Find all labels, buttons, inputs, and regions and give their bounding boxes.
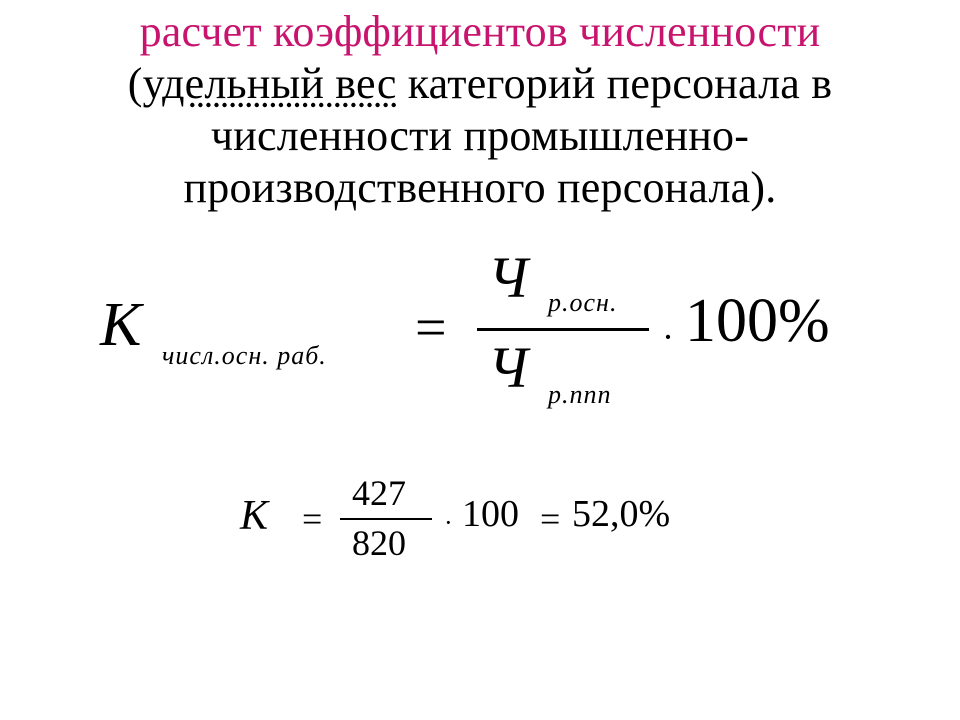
coef-symbol: К xyxy=(100,290,141,361)
equals-sign-2a: = xyxy=(302,498,322,540)
result-value: 52,0% xyxy=(572,492,670,536)
title-block: расчет коэффициентов численности (удельн… xyxy=(0,6,960,214)
equals-sign: = xyxy=(415,296,447,360)
denominator-symbol: Ч xyxy=(488,334,528,401)
coef-symbol-2: К xyxy=(240,492,268,540)
multiply-dot: · xyxy=(662,316,674,358)
numerator-value: 427 xyxy=(352,472,406,514)
numerator-symbol: Ч xyxy=(488,244,528,311)
multiply-dot-2: · xyxy=(444,508,453,538)
hundred-percent: 100% xyxy=(685,286,830,357)
title-line1: расчет коэффициентов численности xyxy=(140,7,821,56)
fraction-bar-2 xyxy=(340,518,432,520)
title-line2-pre: ( xyxy=(128,59,143,108)
title-line4: производственного персонала). xyxy=(184,163,777,212)
coef-subscript: числ.осн. раб. xyxy=(162,341,327,371)
denominator-value: 820 xyxy=(352,522,406,564)
numerator-subscript: р.осн. xyxy=(548,288,617,318)
slide: расчет коэффициентов численности (удельн… xyxy=(0,0,960,720)
title-line2-post: категорий персонала в xyxy=(397,59,833,108)
formula-calc: К = 427 820 · 100 = 52,0% xyxy=(240,470,720,570)
formula-main: К числ.осн. раб. = Ч р.осн. Ч р.ппп · 10… xyxy=(100,242,860,412)
equals-sign-2b: = xyxy=(540,498,560,540)
title-underlined: удельный вес xyxy=(143,59,397,108)
hundred-value: 100 xyxy=(462,492,519,536)
title-line3: численности промышленно- xyxy=(211,111,749,160)
fraction-bar xyxy=(477,328,649,331)
denominator-subscript: р.ппп xyxy=(548,380,612,410)
